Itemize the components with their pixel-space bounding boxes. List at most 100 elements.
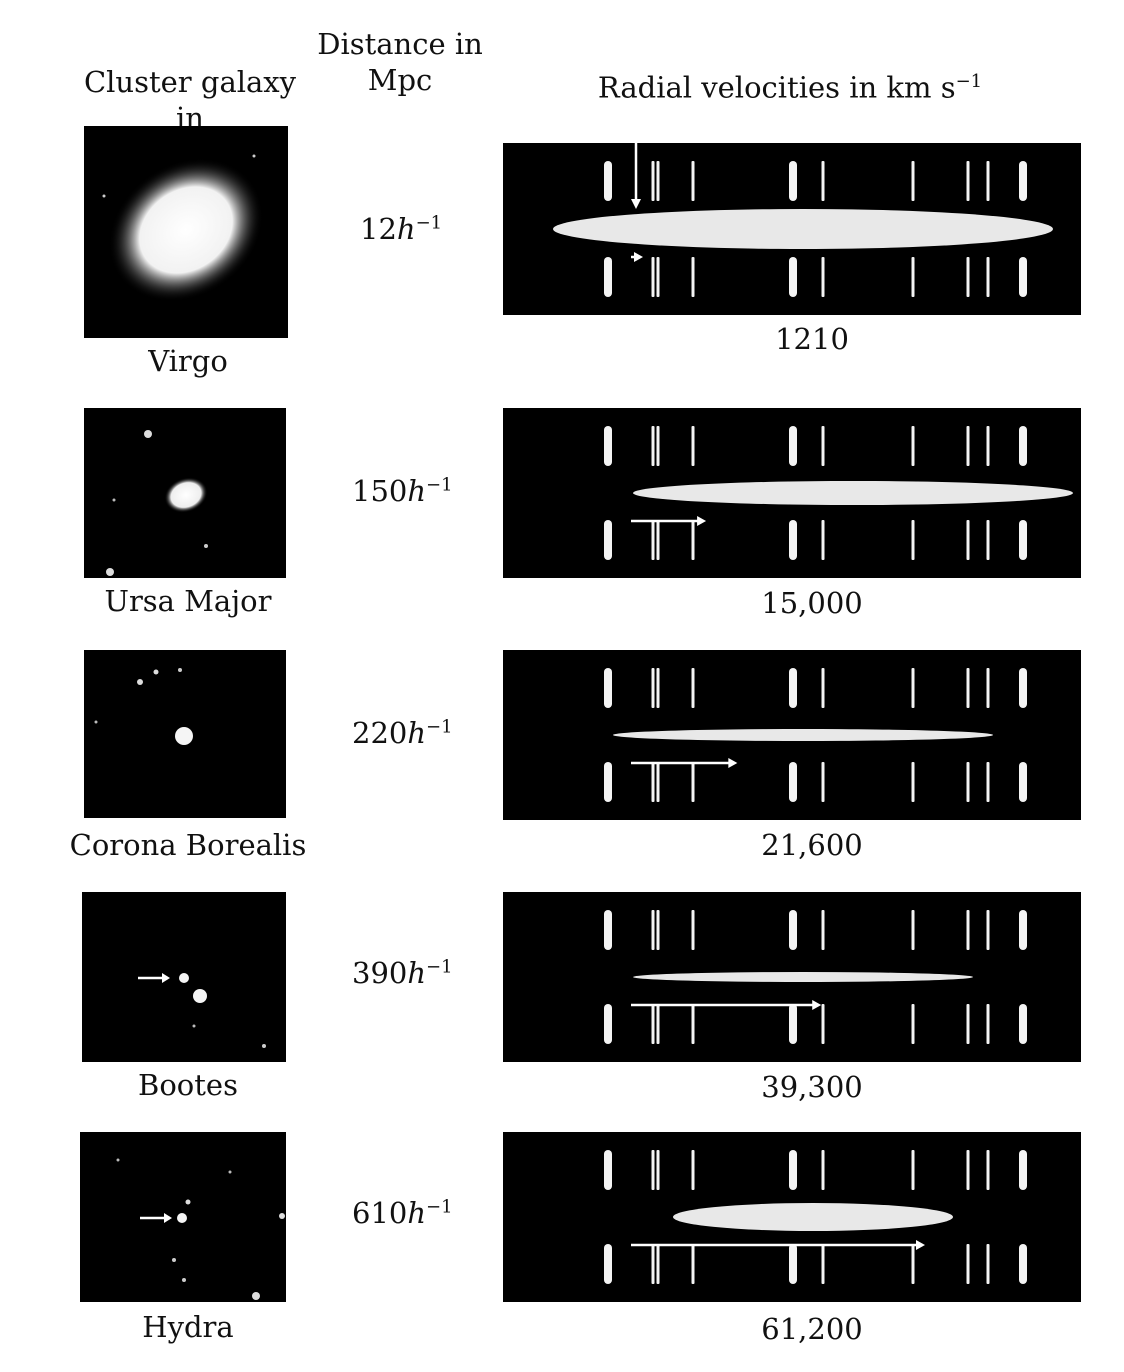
comparison-line-bottom	[656, 762, 660, 802]
redshift-arrow-head	[728, 758, 738, 768]
comparison-line-bottom	[604, 1004, 612, 1044]
comparison-line-top	[789, 1150, 797, 1190]
comparison-line-bottom	[651, 257, 655, 297]
comparison-line-top	[1019, 910, 1027, 950]
comparison-line-bottom	[789, 257, 797, 297]
velocity-value: 1210	[775, 322, 849, 356]
comparison-line-bottom	[651, 1244, 655, 1284]
comparison-line-top	[604, 161, 612, 201]
comparison-line-top	[1019, 161, 1027, 201]
galaxy-photo-bootes	[82, 892, 286, 1062]
comparison-line-bottom	[651, 1004, 655, 1044]
cluster-label: Corona Borealis	[69, 828, 307, 862]
comparison-line-top	[821, 1150, 825, 1190]
comparison-line-bottom	[821, 1244, 825, 1284]
comparison-line-bottom	[691, 1004, 695, 1044]
header-radial-velocities: Radial velocities in km s−1	[597, 70, 983, 105]
comparison-line-bottom	[966, 1244, 970, 1284]
comparison-line-bottom	[691, 1244, 695, 1284]
comparison-line-top	[821, 668, 825, 708]
comparison-line-top	[911, 668, 915, 708]
comparison-line-top	[821, 426, 825, 466]
comparison-line-bottom	[1019, 257, 1027, 297]
comparison-line-bottom	[604, 520, 612, 560]
cluster-label: Ursa Major	[104, 584, 272, 618]
spectrum-ursa-major	[503, 408, 1081, 578]
comparison-line-top	[1019, 426, 1027, 466]
spectrum-svg	[604, 910, 1027, 1044]
velocity-value: 15,000	[761, 586, 863, 620]
distance-value: 12h−1	[360, 212, 443, 246]
comparison-line-bottom	[966, 1004, 970, 1044]
comparison-line-bottom	[911, 1244, 915, 1284]
comparison-line-top	[691, 426, 695, 466]
comparison-line-bottom	[986, 257, 990, 297]
comparison-line-bottom	[604, 762, 612, 802]
comparison-line-bottom	[911, 1004, 915, 1044]
comparison-line-bottom	[986, 520, 990, 560]
comparison-line-top	[789, 161, 797, 201]
comparison-line-bottom	[651, 520, 655, 560]
comparison-line-top	[986, 910, 990, 950]
galaxy-photo-corona-borealis	[84, 650, 286, 818]
spectrum-svg	[604, 1150, 1027, 1284]
comparison-line-bottom	[821, 762, 825, 802]
cluster-label: Hydra	[142, 1310, 234, 1344]
comparison-line-top	[821, 161, 825, 201]
comparison-line-top	[911, 426, 915, 466]
comparison-line-bottom	[656, 1004, 660, 1044]
comparison-line-top	[789, 426, 797, 466]
galaxy-spectrum-streak	[633, 481, 1073, 505]
comparison-line-bottom	[604, 257, 612, 297]
redshift-arrow-head	[697, 516, 707, 526]
comparison-line-top	[656, 668, 660, 708]
comparison-line-bottom	[966, 520, 970, 560]
comparison-line-top	[966, 668, 970, 708]
comparison-line-bottom	[691, 520, 695, 560]
spectrum-corona-borealis	[503, 650, 1081, 820]
galaxy-spectrum-streak	[613, 729, 993, 741]
comparison-line-bottom	[789, 1004, 797, 1044]
redshift-arrow-head	[916, 1240, 925, 1250]
comparison-line-top	[656, 426, 660, 466]
comparison-line-bottom	[1019, 1244, 1027, 1284]
comparison-line-top	[789, 668, 797, 708]
comparison-line-bottom	[656, 520, 660, 560]
galaxy-photo-ursa-major	[84, 408, 286, 578]
comparison-line-top	[966, 1150, 970, 1190]
header-distance: Distance in Mpc	[310, 26, 490, 98]
comparison-line-top	[651, 668, 655, 708]
comparison-line-top	[986, 161, 990, 201]
comparison-line-top	[656, 1150, 660, 1190]
comparison-line-top	[1019, 668, 1027, 708]
comparison-line-top	[911, 910, 915, 950]
comparison-line-top	[986, 668, 990, 708]
galaxy-photo-hydra	[80, 1132, 286, 1302]
comparison-line-bottom	[651, 762, 655, 802]
comparison-line-top	[789, 910, 797, 950]
comparison-line-bottom	[789, 762, 797, 802]
comparison-line-top	[986, 426, 990, 466]
header-distance-line1: Distance in	[317, 27, 483, 61]
spectrum-svg	[553, 143, 1053, 297]
header-cluster-galaxy: Cluster galaxy in	[83, 65, 297, 135]
spectrum-hydra	[503, 1132, 1081, 1302]
cluster-label: Virgo	[148, 344, 228, 378]
spectrum-svg	[604, 668, 1027, 802]
velocity-value: 39,300	[761, 1070, 863, 1104]
galaxy-spectrum-streak	[673, 1203, 953, 1231]
spectrum-virgo	[503, 143, 1081, 315]
distance-value: 150h−1	[352, 474, 453, 508]
comparison-line-bottom	[911, 520, 915, 560]
comparison-line-top	[1019, 1150, 1027, 1190]
comparison-line-top	[604, 426, 612, 466]
comparison-line-top	[651, 161, 655, 201]
comparison-line-top	[691, 1150, 695, 1190]
comparison-line-top	[604, 910, 612, 950]
comparison-line-bottom	[789, 1244, 797, 1284]
galaxy-photo-virgo	[84, 126, 288, 338]
comparison-line-top	[966, 161, 970, 201]
comparison-line-bottom	[691, 257, 695, 297]
comparison-line-top	[651, 910, 655, 950]
comparison-line-top	[604, 668, 612, 708]
